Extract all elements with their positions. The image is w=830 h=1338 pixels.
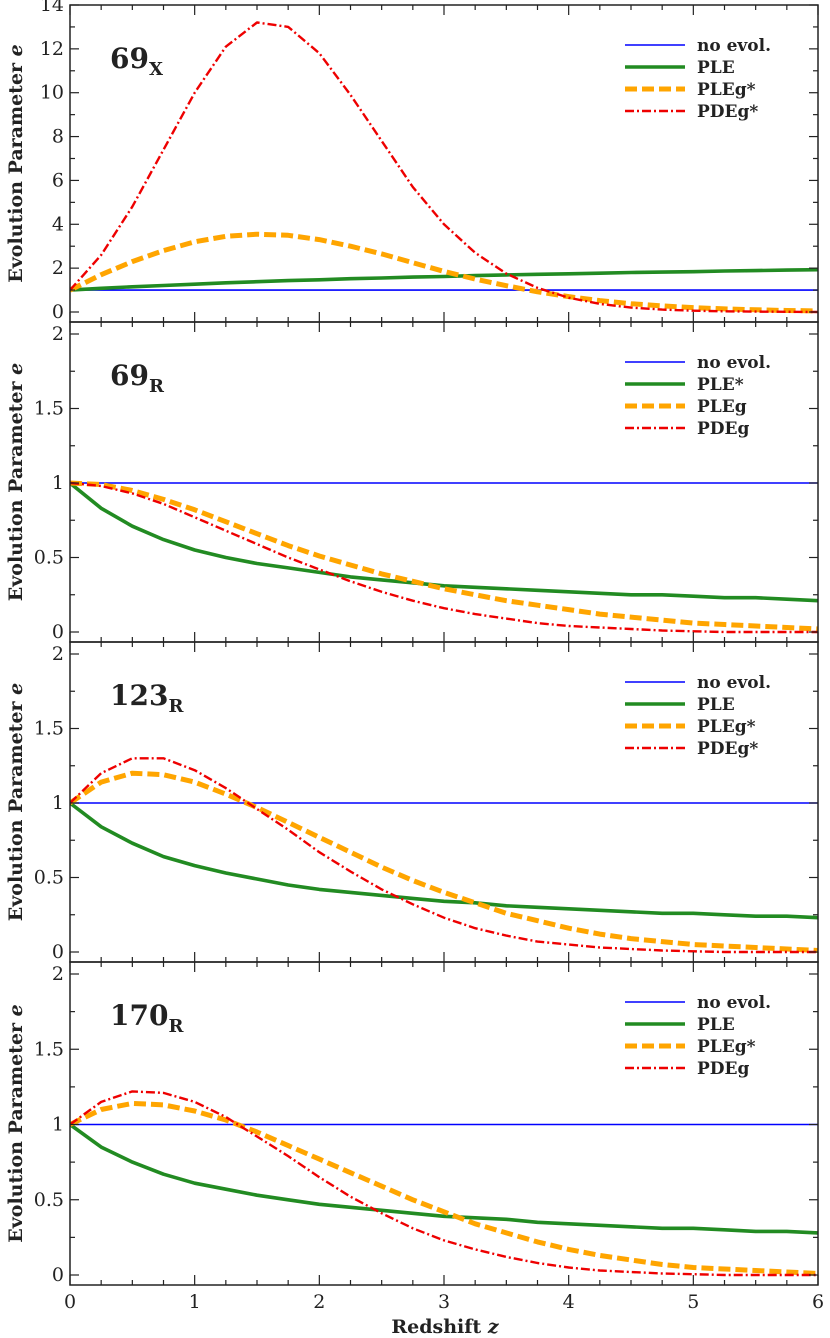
series-line-pleg-	[70, 231, 818, 314]
x-tick-label: 5	[687, 1291, 699, 1313]
panel-label-sub: R	[149, 376, 165, 397]
legend-label: no evol.	[697, 673, 771, 693]
legend-label: PLE	[697, 1015, 735, 1035]
legend-label: PDEg	[697, 419, 749, 439]
panel-label: 170R	[110, 999, 184, 1037]
panel-label-sub: X	[149, 59, 163, 80]
x-tick-label: 2	[313, 1291, 325, 1313]
y-tick-label: 0.5	[34, 867, 64, 889]
y-tick-label: 2	[52, 257, 64, 279]
x-axis-title: Redshift z	[391, 1316, 499, 1338]
panel-3-series	[70, 757, 818, 954]
y-tick-label: 10	[40, 82, 64, 104]
y-tick-label: 2	[52, 643, 64, 665]
legend-label: PLE*	[697, 375, 744, 395]
legend-label: PDEg*	[697, 102, 758, 122]
y-tick-label: 6	[52, 169, 64, 191]
y-tick-label: 2	[52, 963, 64, 985]
panel-4-series	[70, 1090, 818, 1277]
y-tick-label: 0	[52, 941, 64, 963]
y-tick-label: 14	[40, 0, 64, 16]
y-tick-label: 1.5	[34, 398, 64, 420]
series-line-ple	[70, 1123, 818, 1235]
y-tick-label: 12	[40, 38, 64, 60]
y-axis-title: Evolution Parameter e	[5, 44, 27, 283]
panel-label-main: 69	[110, 359, 149, 392]
y-tick-label: 0.5	[34, 1189, 64, 1211]
legend-label: PLE	[697, 695, 735, 715]
panel-label-sub: R	[168, 696, 184, 717]
panel-label-sub: R	[168, 1016, 184, 1037]
y-tick-label: 0	[52, 1264, 64, 1286]
x-tick-label: 4	[563, 1291, 575, 1313]
legend-label: PLEg*	[697, 80, 756, 100]
panel-label: 69X	[110, 42, 163, 80]
y-tick-label: 4	[52, 213, 64, 235]
series-line-ple-	[70, 481, 818, 603]
y-tick-label: 0.5	[34, 547, 64, 569]
y-tick-label: 0	[52, 301, 64, 323]
y-tick-label: 1.5	[34, 718, 64, 740]
series-line-pdeg	[70, 1090, 818, 1277]
y-axis-title: Evolution Parameter e	[5, 683, 27, 922]
panel-label-main: 69	[110, 42, 149, 75]
panel-label: 69R	[110, 359, 165, 397]
y-axis-title: Evolution Parameter e	[5, 363, 27, 602]
legend-label: no evol.	[697, 353, 771, 373]
x-tick-label: 3	[438, 1291, 450, 1313]
x-tick-label: 0	[64, 1291, 76, 1313]
series-line-pleg	[70, 480, 818, 632]
panel-label-main: 123	[110, 679, 168, 712]
legend-label: PLEg*	[697, 717, 756, 737]
y-axis-title: Evolution Parameter e	[5, 1004, 27, 1243]
x-tick-label: 6	[812, 1291, 824, 1313]
x-axis-title-text: Redshift	[391, 1316, 481, 1338]
y-tick-label: 1.5	[34, 1038, 64, 1060]
panel-2-series	[70, 480, 818, 634]
legend-label: PLEg*	[697, 1037, 756, 1057]
y-tick-label: 2	[52, 323, 64, 345]
legend-label: PLEg	[697, 397, 747, 417]
legend-label: no evol.	[697, 993, 771, 1013]
x-tick-label: 1	[189, 1291, 201, 1313]
y-tick-label: 0	[52, 621, 64, 643]
series-line-ple	[70, 267, 818, 292]
legend-label: no evol.	[697, 36, 771, 56]
y-tick-label: 1	[52, 472, 64, 494]
series-line-ple	[70, 801, 818, 920]
series-line-pdeg-	[70, 21, 818, 314]
y-tick-label: 1	[52, 792, 64, 814]
legend-label: PDEg*	[697, 739, 758, 759]
y-tick-label: 1	[52, 1114, 64, 1136]
panel-label-main: 170	[110, 999, 168, 1032]
series-line-pleg-	[70, 1100, 818, 1276]
x-axis-title-var: z	[487, 1316, 500, 1338]
series-line-pdeg	[70, 481, 818, 634]
panel-label: 123R	[110, 679, 184, 717]
panel-1-series	[70, 21, 818, 314]
y-tick-label: 8	[52, 126, 64, 148]
legend-label: PDEg	[697, 1059, 749, 1079]
legend-label: PLE	[697, 58, 735, 78]
series-line-pdeg-	[70, 757, 818, 954]
